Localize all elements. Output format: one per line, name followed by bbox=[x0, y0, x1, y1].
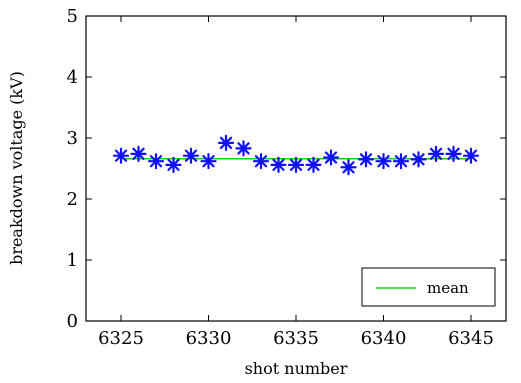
data-point bbox=[130, 145, 147, 162]
data-point bbox=[357, 151, 375, 168]
data-point bbox=[270, 156, 287, 173]
x-axis-label: shot number bbox=[245, 359, 348, 378]
data-point bbox=[322, 149, 340, 166]
y-axis-ticks: 0 1 2 3 4 5 bbox=[67, 6, 506, 332]
x-tick-label: 6345 bbox=[448, 328, 494, 349]
data-point bbox=[427, 145, 445, 162]
y-tick-label: 2 bbox=[67, 189, 78, 210]
data-point bbox=[287, 156, 305, 173]
data-point bbox=[235, 140, 252, 157]
data-point bbox=[165, 156, 182, 173]
legend: mean bbox=[361, 267, 496, 307]
x-axis-ticks: 6325 6330 6335 6340 6345 bbox=[98, 16, 494, 349]
series-layer bbox=[112, 134, 480, 176]
y-axis-label: breakdown voltage (kV) bbox=[7, 71, 26, 265]
y-tick-label: 1 bbox=[67, 250, 78, 271]
data-point bbox=[112, 147, 130, 164]
legend-mean-label: mean bbox=[427, 279, 469, 297]
data-point bbox=[445, 145, 462, 162]
data-point bbox=[217, 134, 235, 151]
data-point bbox=[375, 153, 392, 170]
x-tick-label: 6340 bbox=[361, 328, 407, 349]
y-tick-label: 4 bbox=[67, 67, 78, 88]
x-tick-label: 6330 bbox=[186, 328, 232, 349]
y-tick-label: 3 bbox=[67, 128, 78, 149]
data-point bbox=[200, 153, 217, 170]
data-point bbox=[147, 153, 165, 170]
data-point bbox=[182, 147, 200, 164]
y-tick-label: 5 bbox=[67, 6, 78, 27]
x-tick-label: 6335 bbox=[273, 328, 319, 349]
x-tick-label: 6325 bbox=[98, 328, 144, 349]
data-point bbox=[392, 153, 410, 170]
data-point bbox=[410, 151, 427, 168]
data-point bbox=[340, 159, 357, 176]
legend-box bbox=[361, 267, 496, 307]
y-tick-label: 0 bbox=[67, 311, 78, 332]
data-point bbox=[252, 153, 270, 170]
data-point bbox=[305, 156, 322, 173]
data-point bbox=[462, 147, 480, 164]
